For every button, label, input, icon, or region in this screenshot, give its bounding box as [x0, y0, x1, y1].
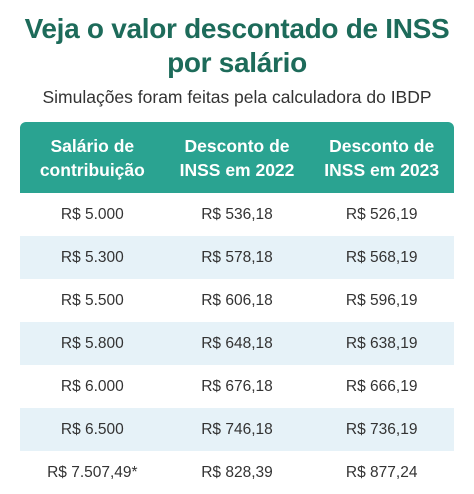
- cell-discount-2022: R$ 676,18: [201, 377, 273, 395]
- table-row: R$ 5.300 R$ 578,18 R$ 568,19: [20, 236, 454, 279]
- table-row: R$ 5.800 R$ 648,18 R$ 638,19: [20, 322, 454, 365]
- page-subtitle: Simulações foram feitas pela calculadora…: [42, 87, 432, 107]
- cell-salary: R$ 7.507,49*: [47, 463, 138, 481]
- cell-discount-2023: R$ 526,19: [345, 205, 418, 223]
- page-title-line-1: Veja o valor descontado de INSS: [24, 13, 450, 44]
- header-2023-line-2: INSS em 2023: [324, 159, 440, 180]
- cell-salary: R$ 5.800: [60, 334, 124, 352]
- cell-salary: R$ 5.500: [60, 291, 124, 309]
- cell-salary: R$ 5.300: [60, 248, 124, 266]
- table-row: R$ 6.500 R$ 746,18 R$ 736,19: [20, 408, 454, 451]
- cell-salary: R$ 5.000: [60, 205, 124, 223]
- cell-discount-2023: R$ 638,19: [345, 334, 418, 352]
- header-salary: Salário de contribuição: [20, 122, 165, 193]
- cell-discount-2022: R$ 536,18: [201, 205, 273, 223]
- cell-discount-2023: R$ 666,19: [345, 377, 418, 395]
- table-row: R$ 5.500 R$ 606,18 R$ 596,19: [20, 279, 454, 322]
- header-salary-line-1: Salário de: [50, 135, 135, 156]
- header-salary-line-2: contribuição: [39, 159, 145, 180]
- header-discount-2022: Desconto de INSS em 2022: [165, 122, 310, 193]
- cell-discount-2023: R$ 596,19: [345, 291, 418, 309]
- cell-salary: R$ 6.000: [60, 377, 124, 395]
- header-2022-line-1: Desconto de: [184, 135, 290, 156]
- table-row: R$ 7.507,49* R$ 828,39 R$ 877,24: [20, 451, 454, 494]
- inss-discount-table: Salário de contribuição Desconto de INSS…: [20, 122, 454, 494]
- header-discount-2023: Desconto de INSS em 2023: [309, 122, 454, 193]
- cell-discount-2022: R$ 578,18: [201, 248, 273, 266]
- table-header: Salário de contribuição Desconto de INSS…: [20, 122, 454, 193]
- header-2022-line-2: INSS em 2022: [179, 159, 295, 180]
- table-body: R$ 5.000 R$ 536,18 R$ 526,19 R$ 5.300 R$…: [20, 193, 454, 494]
- cell-discount-2022: R$ 828,39: [201, 463, 273, 481]
- cell-discount-2022: R$ 606,18: [201, 291, 273, 309]
- cell-salary: R$ 6.500: [60, 420, 124, 438]
- cell-discount-2023: R$ 568,19: [345, 248, 418, 266]
- cell-discount-2022: R$ 746,18: [201, 420, 273, 438]
- cell-discount-2023: R$ 877,24: [345, 463, 418, 481]
- table-row: R$ 5.000 R$ 536,18 R$ 526,19: [20, 193, 454, 236]
- header-2023-line-1: Desconto de: [329, 135, 435, 156]
- cell-discount-2022: R$ 648,18: [201, 334, 273, 352]
- cell-discount-2023: R$ 736,19: [345, 420, 418, 438]
- page-title-line-2: por salário: [167, 47, 307, 78]
- table-row: R$ 6.000 R$ 676,18 R$ 666,19: [20, 365, 454, 408]
